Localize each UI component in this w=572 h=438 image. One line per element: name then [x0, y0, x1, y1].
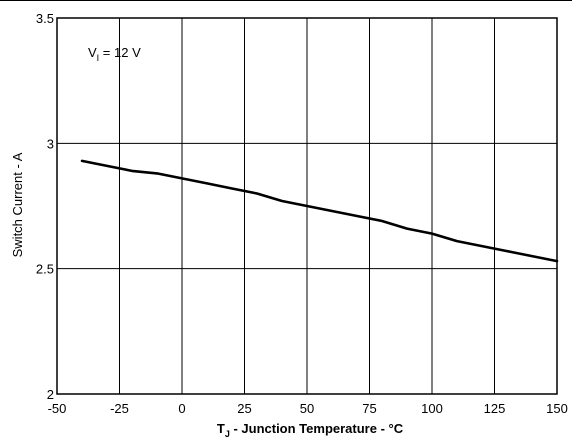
- x-tick-label: 25: [237, 401, 251, 416]
- annotation-rest: = 12 V: [99, 45, 141, 60]
- top-rule: [0, 0, 572, 1]
- y-tick-label: 3.5: [36, 11, 54, 26]
- annotation-main: V: [88, 45, 97, 60]
- condition-annotation: VI = 12 V: [88, 45, 141, 63]
- x-axis-title: TJ - Junction Temperature - °C: [217, 421, 404, 438]
- y-tick-label: 2.5: [36, 262, 54, 277]
- tick-labels: -50 -25 0 25 50 75 100 125 150 2 2.5 3 3.5: [36, 11, 568, 416]
- x-tick-label: 150: [546, 401, 568, 416]
- x-axis-title-main: T: [217, 421, 225, 436]
- x-axis-title-rest: - Junction Temperature - °C: [230, 421, 404, 436]
- x-tick-label: -50: [48, 401, 67, 416]
- grid: [57, 18, 557, 394]
- y-tick-label: 3: [47, 136, 54, 151]
- plot-frame: [56, 17, 558, 395]
- series-line: [80, 159, 559, 263]
- x-axis-title-sub: J: [225, 429, 230, 438]
- x-tick-label: -25: [110, 401, 129, 416]
- x-tick-label: 100: [421, 401, 443, 416]
- x-tick-label: 75: [362, 401, 376, 416]
- x-tick-label: 0: [178, 401, 185, 416]
- series-group: [80, 159, 559, 263]
- y-axis-title: Switch Current - A: [10, 152, 25, 257]
- annotation-sub: I: [97, 53, 100, 63]
- y-tick-label: 2: [47, 387, 54, 402]
- x-tick-label: 50: [300, 401, 314, 416]
- x-tick-label: 125: [484, 401, 506, 416]
